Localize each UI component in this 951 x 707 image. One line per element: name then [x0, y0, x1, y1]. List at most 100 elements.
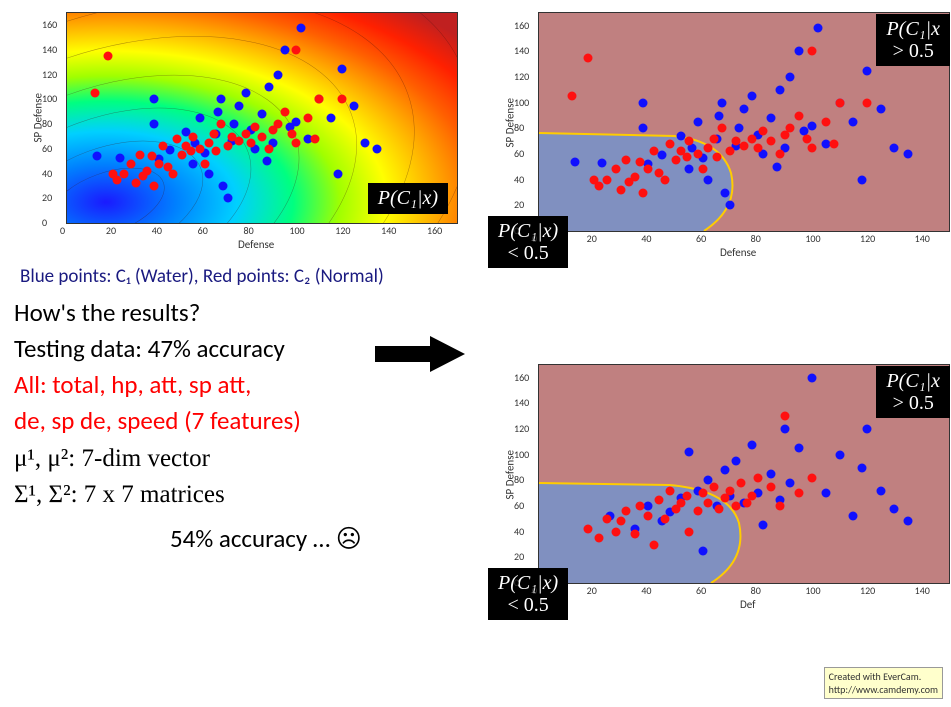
- data-point: [326, 114, 335, 123]
- data-point: [644, 502, 653, 511]
- data-point: [734, 124, 743, 133]
- data-point: [857, 175, 866, 184]
- xtick: 40: [152, 224, 162, 237]
- data-point: [685, 527, 694, 536]
- ytick: 140: [42, 43, 74, 56]
- data-point: [292, 138, 301, 147]
- data-point: [748, 491, 757, 500]
- data-point: [246, 138, 255, 147]
- data-point: [802, 134, 811, 143]
- text-testing: Testing data: 47% accuracy: [14, 332, 285, 366]
- data-point: [748, 134, 757, 143]
- chart-contour: SP Defense Defense P(C₁|x) 0204060801001…: [18, 6, 468, 256]
- data-point: [655, 495, 664, 504]
- data-point: [726, 201, 735, 210]
- data-point: [177, 151, 186, 160]
- data-point: [759, 521, 768, 530]
- watermark: Created with EverCam. http://www.camdemy…: [824, 667, 943, 699]
- data-point: [638, 124, 647, 133]
- data-point: [292, 46, 301, 55]
- data-point: [603, 514, 612, 523]
- xlabel-rt: Defense: [720, 246, 756, 259]
- chart-right-top: SP Defense Defense P(C₁|x) < 0.5 P(C₁|x …: [490, 6, 950, 266]
- data-point: [131, 179, 140, 188]
- data-point: [595, 534, 604, 543]
- xtick: 120: [335, 224, 350, 237]
- data-point: [115, 153, 124, 162]
- data-point: [660, 514, 669, 523]
- data-point: [682, 491, 691, 500]
- xtick: 40: [641, 232, 651, 245]
- data-point: [753, 473, 762, 482]
- data-point: [720, 494, 729, 503]
- data-point: [173, 135, 182, 144]
- data-point: [794, 489, 803, 498]
- data-point: [584, 525, 593, 534]
- ytick: 40: [514, 173, 536, 186]
- data-point: [704, 143, 713, 152]
- data-point: [808, 473, 817, 482]
- data-point: [718, 98, 727, 107]
- data-point: [726, 486, 735, 495]
- data-point: [349, 101, 358, 110]
- data-point: [315, 95, 324, 104]
- data-point: [748, 440, 757, 449]
- xtick: 80: [751, 232, 761, 245]
- data-point: [863, 98, 872, 107]
- xtick: 60: [696, 232, 706, 245]
- data-point: [767, 137, 776, 146]
- data-point: [235, 137, 244, 146]
- data-point: [258, 110, 267, 119]
- data-point: [104, 52, 113, 61]
- xtick: 40: [641, 584, 651, 597]
- ytick: 100: [42, 92, 74, 105]
- data-point: [731, 502, 740, 511]
- data-point: [822, 489, 831, 498]
- xtick: 20: [587, 232, 597, 245]
- data-point: [617, 517, 626, 526]
- data-point: [685, 165, 694, 174]
- text-features2: de, sp de, speed (7 features): [14, 404, 301, 438]
- data-point: [649, 147, 658, 156]
- ytick: 0: [42, 216, 74, 229]
- data-point: [274, 120, 283, 129]
- data-point: [772, 162, 781, 171]
- data-point: [617, 185, 626, 194]
- data-point: [835, 98, 844, 107]
- data-point: [611, 527, 620, 536]
- ytick: 140: [514, 44, 536, 57]
- data-point: [297, 23, 306, 32]
- data-point: [786, 478, 795, 487]
- xtick: 20: [106, 224, 116, 237]
- text-features1: All: total, hp, att, sp att,: [14, 368, 251, 402]
- xtick: 120: [860, 584, 875, 597]
- data-point: [150, 95, 159, 104]
- data-point: [223, 194, 232, 203]
- data-point: [168, 169, 177, 178]
- xtick: 20: [587, 584, 597, 597]
- data-point: [567, 92, 576, 101]
- data-point: [611, 165, 620, 174]
- data-point: [693, 150, 702, 159]
- data-point: [808, 143, 817, 152]
- data-point: [704, 499, 713, 508]
- data-point: [671, 156, 680, 165]
- data-point: [649, 540, 658, 549]
- data-point: [660, 175, 669, 184]
- data-point: [338, 95, 347, 104]
- xtick: 100: [805, 232, 820, 245]
- xtick: 140: [915, 232, 930, 245]
- data-point: [753, 143, 762, 152]
- data-point: [748, 92, 757, 101]
- xtick: 80: [244, 224, 254, 237]
- xtick: 140: [915, 584, 930, 597]
- data-point: [638, 188, 647, 197]
- data-point: [154, 159, 163, 168]
- data-point: [361, 138, 370, 147]
- data-point: [775, 150, 784, 159]
- formula-left: P(C₁|x): [368, 183, 448, 214]
- data-point: [720, 188, 729, 197]
- data-point: [720, 466, 729, 475]
- xtick: 60: [696, 584, 706, 597]
- data-point: [709, 482, 718, 491]
